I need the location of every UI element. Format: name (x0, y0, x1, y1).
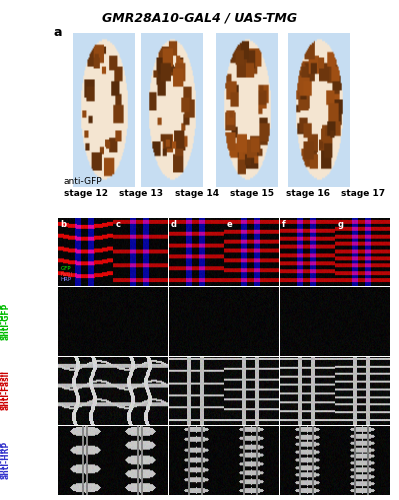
Text: stage 14: stage 14 (175, 190, 219, 198)
Text: anti-Fasll: anti-Fasll (2, 370, 11, 410)
Text: stage 12: stage 12 (63, 190, 108, 198)
Text: anti-HRP: anti-HRP (2, 441, 11, 480)
Text: FasII: FasII (61, 272, 73, 276)
Text: stage 13: stage 13 (119, 190, 163, 198)
Text: HRP: HRP (61, 277, 72, 282)
Text: d: d (171, 220, 177, 229)
Text: stage 16: stage 16 (286, 190, 330, 198)
Text: e: e (227, 220, 232, 229)
Text: GMR28A10-GAL4 / UAS-TMG: GMR28A10-GAL4 / UAS-TMG (102, 12, 297, 24)
Text: b: b (60, 220, 66, 229)
Text: a: a (54, 26, 62, 39)
Text: stage 15: stage 15 (230, 190, 274, 198)
Text: GFP: GFP (61, 266, 71, 271)
Text: anti-GFP: anti-GFP (2, 302, 11, 340)
Text: g: g (338, 220, 344, 229)
Text: c: c (116, 220, 120, 229)
Text: f: f (282, 220, 286, 229)
Text: stage 17: stage 17 (341, 190, 385, 198)
Text: anti-HRP: anti-HRP (0, 441, 6, 480)
Text: anti-GFP: anti-GFP (0, 302, 6, 340)
Text: anti-GFP: anti-GFP (64, 178, 103, 186)
Text: anti-Fasll: anti-Fasll (0, 370, 6, 410)
